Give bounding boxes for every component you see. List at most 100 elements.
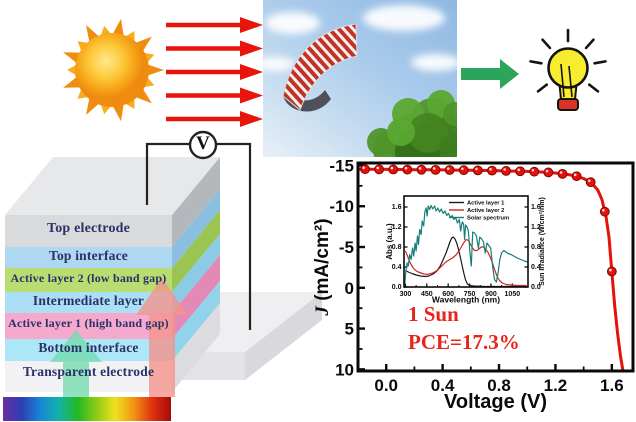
- jv-data-marker: [557, 168, 568, 179]
- arrow-right-shape: [461, 59, 519, 89]
- sun-ray: [134, 87, 152, 104]
- lightbulb-icon: [529, 28, 607, 111]
- jv-marker-highlight: [545, 169, 549, 173]
- jv-data-marker: [529, 166, 540, 177]
- jv-marker-highlight: [531, 168, 535, 172]
- inset-x-tick-label: 450: [421, 291, 433, 298]
- inset-x-tick-label: 1050: [505, 291, 521, 298]
- jv-curve-group: [358, 164, 625, 371]
- tree-foliage: [387, 118, 415, 146]
- inset-y2-tick-label: 0.0: [531, 284, 541, 291]
- jv-data-marker: [458, 165, 469, 176]
- layer-side: [172, 255, 220, 339]
- jv-data-marker: [515, 166, 526, 177]
- layer-side: [172, 234, 220, 313]
- sun-ray: [112, 102, 124, 122]
- bulb-ray: [536, 83, 549, 93]
- sunlight-arrow-head: [240, 87, 263, 104]
- x-axis-tick-label: 1.2: [544, 376, 568, 395]
- red-light-arrow-shaft: [149, 315, 175, 397]
- cloud: [363, 5, 445, 31]
- bulb-ray: [541, 38, 552, 50]
- jv-marker-highlight: [362, 166, 365, 170]
- layer-front: [5, 268, 172, 292]
- inset-y2-axis-title: Sun Irradiance (W/cm²/nm): [539, 197, 546, 286]
- layer-side: [172, 303, 220, 392]
- jv-data-marker: [571, 171, 582, 182]
- bulb-glass: [547, 47, 589, 89]
- layer-side: [172, 157, 220, 247]
- inset-frame: [403, 195, 529, 288]
- y-axis-tick-label: -15: [329, 156, 354, 175]
- bulb-filament: [568, 65, 573, 98]
- sunlight-arrow-head: [240, 40, 263, 57]
- inset-x-tick-label: 900: [485, 291, 497, 298]
- tree-foliage: [408, 113, 448, 153]
- inset-y2-tick-label: 0.4: [531, 264, 541, 271]
- inset-x-tick-label: 300: [400, 291, 412, 298]
- jv-marker-highlight: [559, 171, 563, 174]
- solar-cell-stack-diagram: [5, 130, 322, 397]
- layer-front: [5, 292, 172, 313]
- sunlight-arrow-head: [240, 111, 263, 127]
- green-light-arrow-shaft: [63, 362, 89, 397]
- jv-marker-highlight: [404, 166, 408, 170]
- flexible-solar-module: [282, 23, 358, 112]
- jv-data-marker: [501, 166, 511, 176]
- jv-marker-highlight: [573, 173, 577, 177]
- inset-y2-tick-label: 0.8: [531, 244, 541, 251]
- jv-marker-highlight: [602, 208, 605, 212]
- sun-icon: [63, 18, 164, 122]
- y-axis-tick-label: -10: [329, 197, 354, 216]
- jv-data-marker: [606, 266, 617, 277]
- sunlight-arrow-head: [240, 17, 263, 33]
- sun-ray: [112, 18, 124, 38]
- jv-chart: 0.0 0.4 0.8 1.2 1.6 -15 -10 -5 0 5 10 Voltage (V) J …: [312, 156, 635, 413]
- inset-y-tick-label: 0.8: [392, 244, 402, 251]
- jv-marker-highlight: [390, 166, 394, 170]
- sun-ray: [146, 64, 164, 76]
- stack-top-face: [5, 157, 220, 215]
- layer-side: [172, 189, 220, 268]
- jv-data-marker: [487, 165, 497, 176]
- sun-ray: [67, 64, 78, 76]
- jv-data-marker: [472, 165, 483, 176]
- layer-side: [172, 210, 220, 292]
- cloud: [411, 54, 457, 71]
- bulb-filament: [560, 63, 565, 98]
- inset-y-tick-label: 0.4: [392, 264, 402, 271]
- jv-data-marker: [402, 164, 413, 175]
- arrow-right-icon: [461, 59, 519, 89]
- x-axis-tick-label: 0.4: [431, 376, 455, 395]
- y-axis-tick-label: 5: [345, 320, 354, 339]
- light-spectrum-bar: [3, 397, 171, 421]
- inset-y-tick-label: 1.6: [392, 204, 402, 211]
- jv-axes-frame: [356, 161, 635, 373]
- layer-label-transparent-electrode: Transparent electrode: [22, 364, 155, 379]
- layer-label-top-electrode: Top electrode: [46, 221, 131, 236]
- platform-side: [245, 292, 322, 380]
- inset-y-axis-title: Abs (a.u.): [385, 223, 394, 260]
- layer-front: [5, 313, 172, 339]
- bulb-ray: [584, 38, 595, 50]
- x-axis-tick-label: 1.6: [600, 376, 624, 395]
- jv-data-marker: [585, 177, 596, 188]
- cloud: [263, 57, 295, 71]
- voltmeter-label: V: [196, 133, 210, 154]
- layer-front: [5, 247, 172, 268]
- legend-entry-label: Active layer 1: [467, 200, 505, 206]
- sun-ray: [134, 36, 152, 53]
- inset-curves: [404, 204, 528, 287]
- annotation-1sun: 1 Sun: [408, 302, 459, 326]
- y-axis-tick-label: 0: [345, 279, 354, 298]
- jv-data-marker: [388, 164, 399, 175]
- tree-foliage: [443, 102, 457, 126]
- jv-marker-highlight: [587, 179, 591, 183]
- layer-label-bottom-interface: Bottom interface: [38, 340, 139, 355]
- y-axis-tick-label: -5: [339, 238, 354, 257]
- legend-entry-label: Solar spectrum: [467, 215, 509, 221]
- jv-marker-highlight: [475, 167, 478, 171]
- tspan: (mA/cm²): [312, 218, 333, 306]
- red-light-arrow-head: [136, 278, 188, 315]
